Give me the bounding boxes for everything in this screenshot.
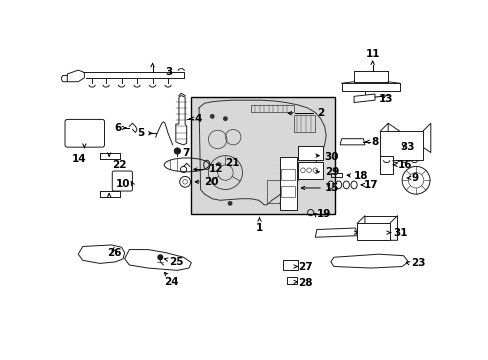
- Circle shape: [210, 114, 214, 118]
- Text: 8: 8: [370, 137, 378, 147]
- Text: 18: 18: [353, 171, 368, 181]
- Text: 15: 15: [324, 183, 339, 193]
- Text: 6: 6: [114, 123, 122, 133]
- Bar: [281, 186, 295, 197]
- Bar: [380, 156, 392, 174]
- Circle shape: [224, 117, 226, 120]
- Bar: [287, 276, 296, 284]
- Text: 4: 4: [194, 114, 202, 123]
- Text: 19: 19: [316, 209, 330, 219]
- Text: 9: 9: [410, 173, 418, 183]
- Bar: [341, 83, 399, 91]
- Text: 28: 28: [298, 278, 312, 288]
- Circle shape: [158, 255, 163, 260]
- Bar: [356, 223, 389, 240]
- Text: 23: 23: [410, 258, 425, 269]
- Text: 17: 17: [363, 180, 377, 190]
- Text: 5: 5: [137, 128, 144, 138]
- Bar: [250, 105, 293, 112]
- Text: 32: 32: [360, 228, 374, 238]
- Text: 29: 29: [324, 167, 338, 177]
- Text: 33: 33: [400, 142, 414, 152]
- Text: 11: 11: [365, 49, 379, 59]
- Text: 21: 21: [225, 158, 240, 168]
- Text: 7: 7: [182, 148, 189, 158]
- Text: 24: 24: [163, 277, 178, 287]
- Text: 16: 16: [397, 160, 411, 170]
- Bar: [293, 115, 315, 132]
- Text: 1: 1: [255, 223, 263, 233]
- Text: 2: 2: [316, 108, 324, 118]
- Text: 26: 26: [107, 248, 122, 258]
- Bar: [279, 157, 296, 210]
- Bar: [282, 260, 298, 270]
- Bar: [298, 162, 323, 179]
- Text: 27: 27: [298, 261, 312, 271]
- Text: 25: 25: [169, 257, 184, 267]
- Circle shape: [228, 202, 231, 205]
- Bar: [298, 147, 323, 160]
- Bar: [266, 180, 289, 203]
- Text: 20: 20: [203, 177, 218, 187]
- Text: 12: 12: [208, 165, 223, 175]
- Text: 31: 31: [392, 228, 407, 238]
- FancyBboxPatch shape: [112, 171, 132, 191]
- Bar: [281, 170, 295, 180]
- Text: 22: 22: [112, 160, 126, 170]
- Text: 13: 13: [378, 94, 392, 104]
- Bar: [191, 97, 334, 214]
- Circle shape: [174, 148, 180, 154]
- Bar: [380, 131, 422, 160]
- Text: 30: 30: [324, 152, 339, 162]
- FancyBboxPatch shape: [65, 120, 104, 147]
- Text: 3: 3: [165, 67, 173, 77]
- Text: 14: 14: [71, 154, 86, 164]
- Text: 10: 10: [115, 179, 130, 189]
- Circle shape: [280, 202, 283, 205]
